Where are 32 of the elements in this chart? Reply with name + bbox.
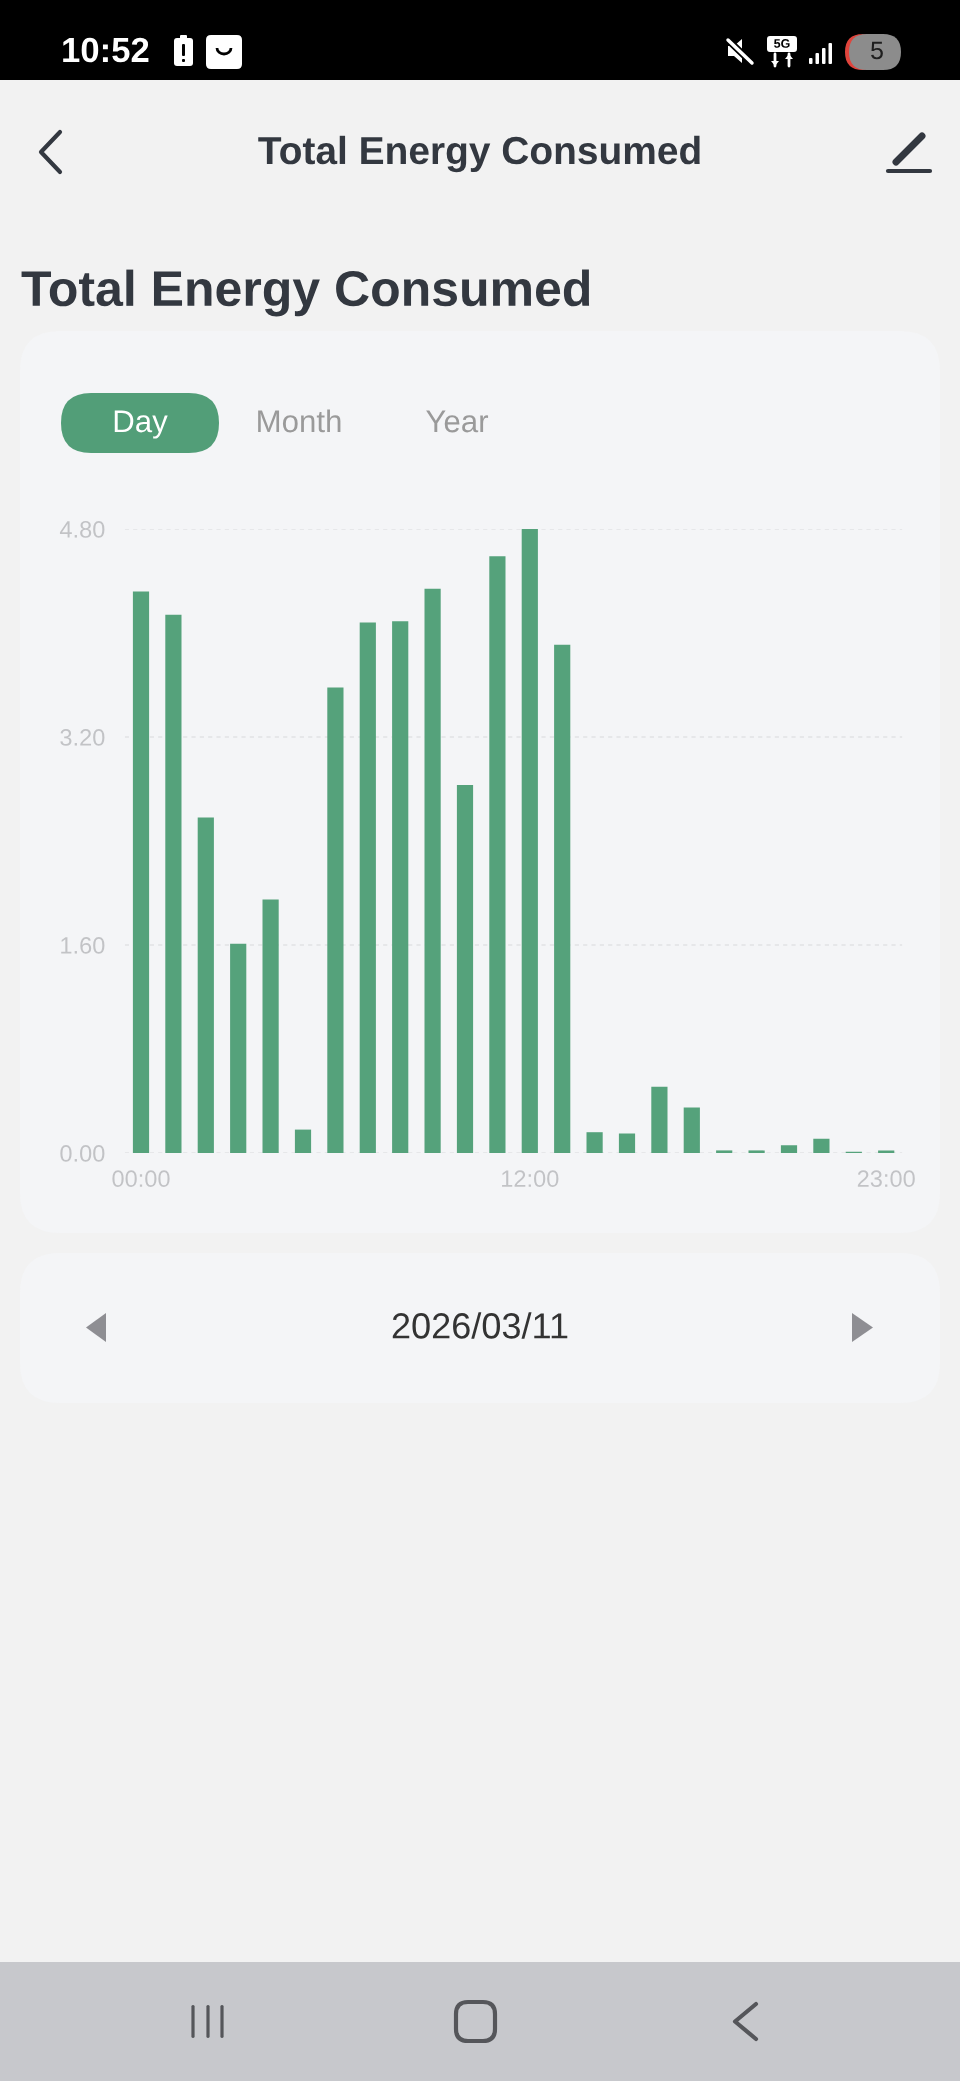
text: 5 bbox=[871, 41, 883, 60]
text: 5G bbox=[774, 39, 790, 48]
chart-title: Total Energy Consumed bbox=[21, 269, 590, 317]
bar bbox=[651, 1086, 668, 1153]
bar bbox=[197, 817, 214, 1153]
bar bbox=[230, 943, 247, 1153]
bar bbox=[748, 1150, 765, 1153]
bar bbox=[165, 614, 182, 1153]
text: 10:52 bbox=[63, 37, 149, 63]
bar bbox=[813, 1138, 830, 1153]
bar bbox=[456, 785, 474, 1153]
text: Total Energy Consumed bbox=[258, 135, 700, 173]
bar bbox=[489, 556, 506, 1153]
bar bbox=[262, 899, 279, 1153]
bar bbox=[780, 1145, 798, 1153]
bar bbox=[716, 1150, 733, 1153]
text: Year bbox=[426, 410, 489, 433]
text: 2026/03/11 bbox=[392, 1312, 568, 1339]
bar bbox=[878, 1150, 895, 1153]
bar bbox=[294, 1129, 312, 1153]
bar bbox=[618, 1133, 636, 1153]
bar bbox=[359, 622, 376, 1153]
bar bbox=[554, 644, 571, 1153]
bar bbox=[586, 1132, 603, 1153]
text: Month bbox=[258, 409, 341, 433]
bar bbox=[132, 591, 150, 1153]
bar bbox=[521, 529, 538, 1153]
bar bbox=[392, 621, 409, 1153]
text: Day bbox=[114, 410, 168, 439]
bar bbox=[424, 588, 441, 1153]
bar bbox=[327, 687, 344, 1153]
bar bbox=[683, 1107, 700, 1153]
